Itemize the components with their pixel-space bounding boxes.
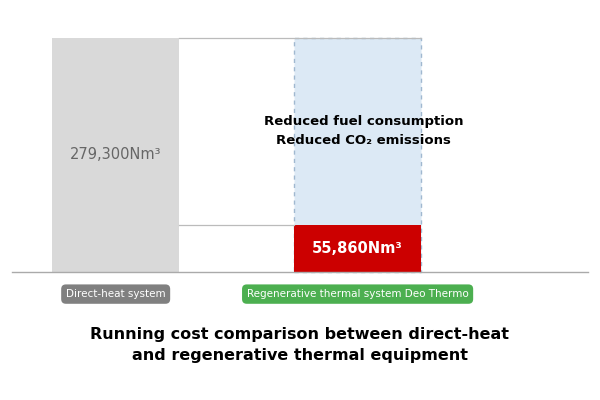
Bar — [294, 38, 421, 272]
Text: Direct-heat system: Direct-heat system — [66, 289, 166, 299]
Text: 55,860Nm³: 55,860Nm³ — [312, 241, 403, 256]
Text: Running cost comparison between direct-heat
and regenerative thermal equipment: Running cost comparison between direct-h… — [91, 326, 509, 362]
Text: Reduced fuel consumption
Reduced CO₂ emissions: Reduced fuel consumption Reduced CO₂ emi… — [263, 116, 463, 148]
Bar — [52, 38, 179, 272]
Text: 279,300Nm³: 279,300Nm³ — [70, 147, 161, 162]
Text: Regenerative thermal system Deo Thermo: Regenerative thermal system Deo Thermo — [247, 289, 469, 299]
Bar — [294, 225, 421, 272]
